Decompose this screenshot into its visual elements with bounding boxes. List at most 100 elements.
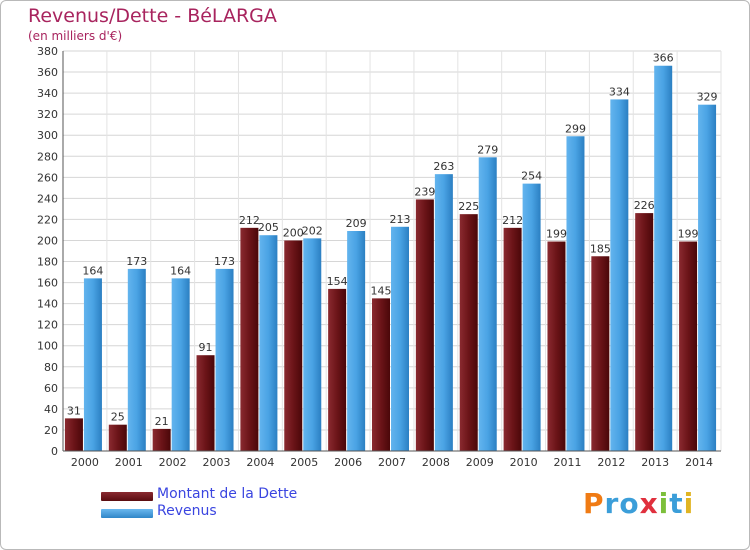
data-label-revenus: 213 xyxy=(390,213,411,226)
logo-letter: i xyxy=(683,487,695,520)
data-label-revenus: 334 xyxy=(609,85,630,98)
bar-dette xyxy=(196,355,215,451)
proxiti-logo: Proxiti xyxy=(583,487,694,520)
y-tick-label: 340 xyxy=(37,87,58,100)
data-label-revenus: 299 xyxy=(565,122,586,135)
data-label-dette: 199 xyxy=(678,228,699,241)
data-label-dette: 21 xyxy=(155,415,169,428)
bar-dette xyxy=(591,256,610,451)
data-label-revenus: 164 xyxy=(82,264,103,277)
y-tick-label: 360 xyxy=(37,66,58,79)
y-tick-label: 160 xyxy=(37,277,58,290)
bars xyxy=(64,65,717,452)
bar-revenus xyxy=(698,104,717,452)
y-tick-label: 220 xyxy=(37,213,58,226)
chart-title: Revenus/Dette - BéLARGA xyxy=(28,5,277,27)
y-tick-label: 20 xyxy=(44,424,58,437)
data-label-revenus: 164 xyxy=(170,264,191,277)
bar-dette xyxy=(415,199,434,451)
data-label-revenus: 202 xyxy=(302,224,323,237)
y-tick-label: 40 xyxy=(44,403,58,416)
y-tick-label: 80 xyxy=(44,361,58,374)
data-label-revenus: 173 xyxy=(126,255,147,268)
bar-revenus xyxy=(566,136,585,451)
data-label-dette: 91 xyxy=(199,341,213,354)
y-tick-label: 100 xyxy=(37,340,58,353)
y-tick-label: 140 xyxy=(37,298,58,311)
logo-letter: x xyxy=(639,487,659,520)
y-tick-label: 200 xyxy=(37,234,58,247)
y-tick-label: 240 xyxy=(37,192,58,205)
data-label-revenus: 329 xyxy=(697,91,718,104)
x-tick-label: 2005 xyxy=(290,456,318,469)
y-tick-label: 300 xyxy=(37,129,58,142)
y-tick-label: 0 xyxy=(51,445,58,458)
legend-swatch-revenus xyxy=(101,509,153,518)
bar-dette xyxy=(547,241,566,451)
bar-revenus xyxy=(171,278,190,451)
bar-dette xyxy=(459,214,478,451)
chart-subtitle: (en milliers d'€) xyxy=(28,29,123,43)
data-label-dette: 226 xyxy=(634,199,655,212)
y-tick-label: 320 xyxy=(37,108,58,121)
x-tick-label: 2001 xyxy=(115,456,143,469)
bar-revenus xyxy=(434,174,453,451)
data-label-revenus: 279 xyxy=(477,143,498,156)
bar-revenus xyxy=(127,268,146,451)
x-tick-label: 2014 xyxy=(685,456,713,469)
logo-letter: o xyxy=(619,487,640,520)
data-label-dette: 185 xyxy=(590,242,611,255)
data-label-dette: 199 xyxy=(546,228,567,241)
x-tick-label: 2002 xyxy=(159,456,187,469)
data-label-dette: 31 xyxy=(67,404,81,417)
bar-revenus xyxy=(347,231,366,451)
x-tick-label: 2006 xyxy=(334,456,362,469)
data-label-revenus: 205 xyxy=(258,221,279,234)
data-label-revenus: 173 xyxy=(214,255,235,268)
data-label-dette: 239 xyxy=(414,185,435,198)
y-tick-label: 60 xyxy=(44,382,58,395)
bar-revenus xyxy=(391,226,409,451)
legend-swatch-dette xyxy=(101,492,153,501)
logo-letter: t xyxy=(669,487,684,520)
y-tick-label: 180 xyxy=(37,256,58,269)
data-label-dette: 145 xyxy=(371,284,392,297)
logo-letter: r xyxy=(604,487,620,520)
bar-dette xyxy=(503,227,522,451)
x-tick-label: 2004 xyxy=(246,456,274,469)
data-label-dette: 154 xyxy=(327,275,348,288)
x-tick-label: 2003 xyxy=(203,456,231,469)
axes: 0 20 40 60 80 100 120 140 160 180 200 220 240 260 280 3… xyxy=(37,45,721,469)
bar-dette xyxy=(372,298,390,451)
data-label-dette: 212 xyxy=(502,214,523,227)
data-label-revenus: 254 xyxy=(521,170,542,183)
bar-dette xyxy=(64,418,83,451)
bar-revenus xyxy=(522,183,541,451)
x-tick-label: 2008 xyxy=(422,456,450,469)
data-label-revenus: 366 xyxy=(653,52,674,65)
data-label-dette: 225 xyxy=(458,200,479,213)
legend-label-revenus: Revenus xyxy=(157,503,217,519)
bar-dette xyxy=(284,240,303,451)
x-tick-label: 2010 xyxy=(510,456,538,469)
y-tick-label: 380 xyxy=(37,45,58,58)
bar-dette xyxy=(635,213,654,451)
bar-dette xyxy=(240,227,259,451)
bar-dette xyxy=(152,428,171,451)
bar-dette xyxy=(679,241,698,451)
bar-revenus xyxy=(478,157,497,451)
data-label-revenus: 209 xyxy=(346,217,367,230)
x-tick-label: 2000 xyxy=(71,456,99,469)
bar-revenus xyxy=(654,65,673,451)
data-label-dette: 212 xyxy=(239,214,260,227)
x-tick-label: 2007 xyxy=(378,456,406,469)
bar-revenus xyxy=(610,99,629,451)
data-label-dette: 200 xyxy=(283,226,304,239)
data-label-dette: 25 xyxy=(111,411,125,424)
y-tick-label: 120 xyxy=(37,319,58,332)
data-label-revenus: 263 xyxy=(433,160,454,173)
x-tick-label: 2011 xyxy=(553,456,581,469)
